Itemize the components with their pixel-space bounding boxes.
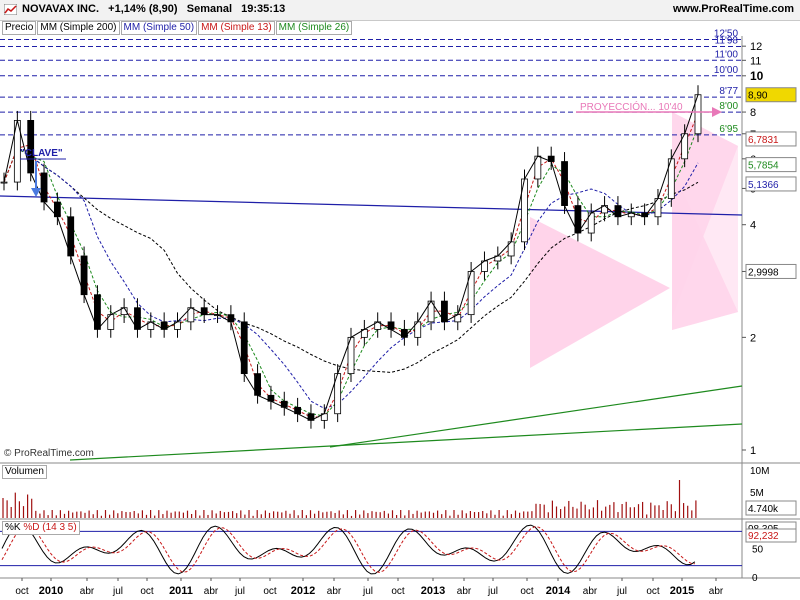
- stoch-d-value: 92,232: [748, 531, 779, 542]
- x-tick-label-9: 2012: [291, 585, 315, 597]
- volume-last-box: [745, 500, 797, 516]
- ma-200-line: [3, 147, 699, 373]
- y-tick-label-2: 10: [750, 69, 764, 83]
- x-tick-label-7: jul: [234, 586, 245, 597]
- stoch-d-label: %D (14 3 5): [23, 522, 77, 533]
- main-pane: [0, 36, 742, 462]
- stoch-k-line: [1, 523, 696, 575]
- price-tag-box-4: [745, 263, 797, 279]
- pennant-fill: [672, 112, 738, 330]
- annotation-projection: PROYECCIÓN... 10'40: [580, 100, 683, 113]
- y-tick-label-7: 4: [750, 220, 756, 232]
- level-label-1: 11'98: [715, 35, 739, 46]
- x-tick-label-15: jul: [487, 586, 498, 597]
- level-label-0: 12'50: [714, 29, 739, 40]
- x-tick-label-11: jul: [362, 586, 373, 597]
- price-tag-4: 2,9998: [748, 267, 779, 278]
- stoch-d-box: [745, 528, 797, 543]
- price-tag-box-3: [745, 176, 797, 192]
- x-tick-label-19: jul: [616, 586, 627, 597]
- chart-icon: [4, 4, 17, 15]
- x-tick-label-5: 2011: [169, 585, 193, 597]
- stoch-d-line: [1, 525, 695, 573]
- annotation-clave: "CLAVE": [20, 148, 63, 159]
- x-tick-label-0: oct: [15, 586, 29, 597]
- x-tick-label-14: abr: [457, 586, 472, 597]
- ma-50-line: [3, 147, 699, 409]
- price-tag-1: 6,7831: [748, 135, 779, 146]
- pennant-triangle-left: [530, 217, 670, 368]
- level-label-3: 10'00: [714, 65, 739, 76]
- ma-26-line: [3, 126, 699, 417]
- x-tick-label-2: abr: [80, 586, 95, 597]
- x-tick-label-17: 2014: [546, 585, 571, 597]
- volume-last-value: 4.740k: [748, 504, 779, 515]
- x-tick-label-12: oct: [391, 586, 405, 597]
- level-label-4: 8'77: [719, 86, 738, 97]
- x-tick-label-3: jul: [112, 586, 123, 597]
- price-line: [3, 94, 699, 421]
- stoch-tick-1: 0: [752, 573, 758, 584]
- x-tick-label-1: 2010: [39, 585, 63, 597]
- volume-tick-1: 5M: [750, 488, 764, 499]
- x-tick-label-22: abr: [709, 586, 724, 597]
- chart-header: NOVAVAX INC. +1,14% (8,90) Semanal 19:35…: [0, 0, 800, 21]
- x-tick-label-21: 2015: [670, 585, 694, 597]
- legend-mm50[interactable]: MM (Simple 50): [120, 21, 198, 35]
- x-tick-label-16: oct: [520, 586, 534, 597]
- legend-mm26[interactable]: MM (Simple 26): [275, 21, 353, 35]
- projection-arrow-head: [712, 107, 722, 117]
- x-tick-label-8: oct: [263, 586, 277, 597]
- level-label-6: 6'95: [719, 124, 738, 135]
- trendline-support-long: [69, 423, 743, 461]
- y-tick-label-0: 12: [750, 41, 762, 53]
- x-tick-label-4: oct: [140, 586, 154, 597]
- stoch-pane-title: %K %D (14 3 5): [2, 521, 80, 535]
- volume-tick-0: 10M: [750, 466, 769, 477]
- copyright: © ProRealTime.com: [4, 448, 94, 459]
- site-url[interactable]: www.ProRealTime.com: [672, 3, 794, 15]
- stoch-tick-0: 50: [752, 545, 764, 556]
- legend-mm200[interactable]: MM (Simple 200): [37, 21, 120, 35]
- y-tick-label-10: 1: [750, 445, 756, 457]
- price-tag-2: 5,7854: [748, 161, 779, 172]
- x-tick-label-10: abr: [327, 586, 342, 597]
- clave-arrow-head: [31, 188, 41, 197]
- price-tag-0: 8,90: [748, 91, 768, 102]
- price-tag-box-2: [745, 157, 797, 173]
- chart-title: NOVAVAX INC. +1,14% (8,90) Semanal 19:35…: [22, 3, 286, 15]
- x-tick-label-13: 2013: [421, 585, 445, 597]
- level-label-5: 8'00: [719, 101, 738, 112]
- y-tick-label-9: 2: [750, 332, 756, 344]
- price-tag-box-1: [745, 131, 797, 147]
- indicator-legend: Precio MM (Simple 200) MM (Simple 50) MM (S…: [2, 21, 353, 35]
- x-tick-label-18: abr: [583, 586, 598, 597]
- x-tick-label-20: oct: [646, 586, 660, 597]
- price-tag-box-0: [745, 87, 797, 103]
- y-tick-label-3: 8: [750, 107, 756, 119]
- y-tick-label-1: 11: [750, 55, 761, 67]
- level-label-2: 11'00: [715, 49, 739, 60]
- price-tag-3: 5,1366: [748, 180, 779, 191]
- legend-mm13[interactable]: MM (Simple 13): [198, 21, 275, 35]
- x-tick-label-6: abr: [204, 586, 219, 597]
- legend-precio[interactable]: Precio: [2, 21, 37, 35]
- candle-body: [0, 181, 8, 184]
- trendline-support-short: [329, 385, 743, 448]
- volume-pane-title: Volumen: [2, 465, 47, 479]
- stoch-k-label: %K: [5, 522, 21, 533]
